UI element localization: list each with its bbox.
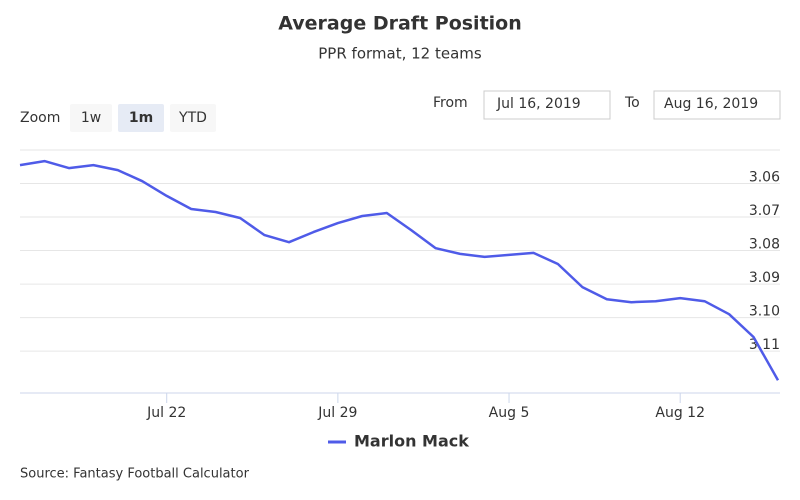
zoom-label: Zoom (20, 110, 60, 126)
to-label: To (624, 95, 640, 111)
zoom-button[interactable] (118, 104, 164, 132)
chart-subtitle: PPR format, 12 teams (318, 45, 482, 63)
y-tick-label: 3.09 (749, 270, 780, 286)
chart-title: Average Draft Position (278, 13, 522, 35)
zoom-button-label[interactable]: YTD (178, 110, 207, 126)
y-tick-label: 3.07 (749, 203, 780, 219)
to-date[interactable]: Aug 16, 2019 (664, 96, 758, 112)
line-series (19, 159, 780, 381)
x-tick-label: Jul 29 (317, 405, 357, 421)
y-tick-label: 3.10 (749, 304, 780, 320)
zoom-button-label[interactable]: 1m (129, 110, 153, 126)
y-tick-label: 3.08 (749, 237, 780, 253)
to-input[interactable] (653, 90, 781, 120)
x-tick-label: Jul 22 (146, 405, 186, 421)
legend-label[interactable]: Marlon Mack (354, 432, 469, 451)
y-tick-label: 3.06 (749, 170, 780, 186)
source: Source: Fantasy Football Calculator (20, 467, 250, 482)
from-label: From (433, 95, 468, 111)
x-tick-label: Aug 5 (489, 405, 530, 421)
from-date[interactable]: Jul 16, 2019 (496, 96, 581, 112)
zoom-button-label[interactable]: 1w (81, 110, 101, 126)
zoom-button[interactable] (70, 104, 112, 132)
x-tick-label: Aug 12 (655, 405, 705, 421)
from-input[interactable] (483, 90, 611, 120)
zoom-button[interactable] (170, 104, 216, 132)
